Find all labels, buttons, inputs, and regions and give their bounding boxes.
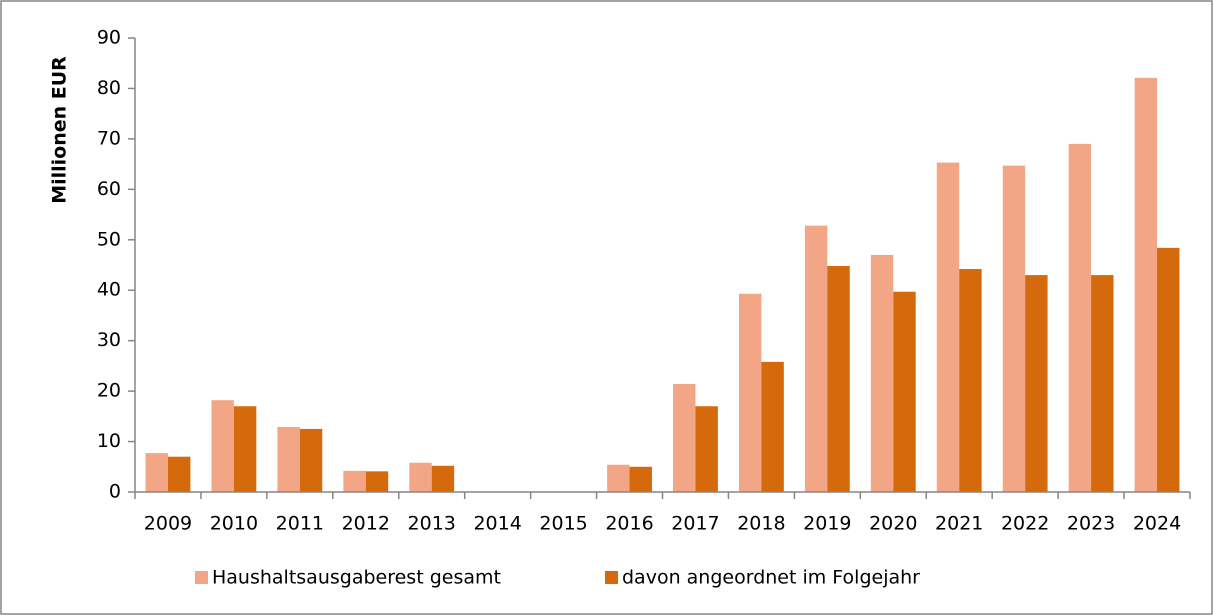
x-tick-label: 2019 <box>803 513 851 535</box>
bar <box>1091 275 1114 492</box>
y-tick-label: 0 <box>109 481 121 503</box>
legend-label: Haushaltsausgaberest gesamt <box>212 567 501 589</box>
x-tick-label: 2020 <box>869 513 917 535</box>
x-tick-label: 2022 <box>1001 513 1049 535</box>
x-tick-label: 2014 <box>473 513 521 535</box>
x-tick-label: 2017 <box>671 513 719 535</box>
y-tick-label: 20 <box>97 380 121 402</box>
bar <box>695 406 718 492</box>
bar <box>343 470 366 492</box>
x-tick-label: 2024 <box>1133 513 1181 535</box>
bar <box>827 266 850 492</box>
legend-swatch <box>195 571 208 584</box>
bar <box>607 464 630 492</box>
bar <box>1134 77 1158 493</box>
bar <box>431 465 455 492</box>
bar <box>365 471 389 492</box>
x-tick-label: 2010 <box>210 513 258 535</box>
bar <box>1025 275 1048 492</box>
bar <box>211 400 234 492</box>
bar <box>1068 143 1092 492</box>
x-tick-label: 2016 <box>605 513 653 535</box>
y-tick-label: 60 <box>97 178 121 200</box>
bar <box>167 456 191 492</box>
y-tick-label: 10 <box>97 430 121 452</box>
y-tick-label: 50 <box>97 228 121 250</box>
x-tick-label: 2009 <box>144 513 192 535</box>
y-tick-label: 70 <box>97 127 121 149</box>
bar <box>893 291 916 492</box>
bar <box>299 428 323 492</box>
x-tick-label: 2011 <box>276 513 324 535</box>
x-tick-label: 2015 <box>539 513 587 535</box>
bar <box>804 225 828 493</box>
bar <box>409 462 432 492</box>
bar <box>1002 165 1026 492</box>
bar <box>277 426 300 492</box>
bar <box>233 406 257 492</box>
bar <box>629 466 652 492</box>
y-tick-label: 30 <box>97 329 121 351</box>
y-tick-label: 40 <box>97 279 121 301</box>
y-tick-label: 90 <box>97 27 121 49</box>
bar <box>761 361 784 492</box>
bar <box>959 269 982 492</box>
bar <box>870 254 894 492</box>
x-tick-label: 2018 <box>737 513 785 535</box>
x-tick-label: 2012 <box>342 513 390 535</box>
bar <box>936 162 960 492</box>
x-tick-label: 2021 <box>935 513 983 535</box>
bar <box>1157 247 1180 492</box>
legend-swatch <box>605 571 618 584</box>
bar <box>673 384 696 492</box>
y-axis-label: Millionen EUR <box>49 56 71 204</box>
bar <box>738 293 762 492</box>
legend-label: davon angeordnet im Folgejahr <box>622 567 920 589</box>
bar <box>145 453 168 492</box>
x-tick-label: 2023 <box>1067 513 1115 535</box>
x-tick-label: 2013 <box>408 513 456 535</box>
y-tick-label: 80 <box>97 77 121 99</box>
